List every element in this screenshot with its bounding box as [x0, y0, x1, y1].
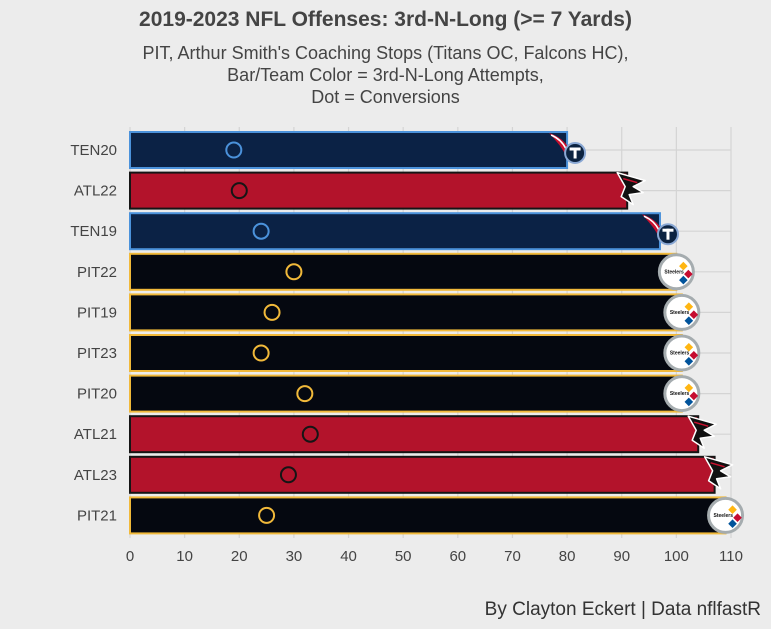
bars — [129, 131, 727, 535]
subtitle-line: PIT, Arthur Smith's Coaching Stops (Tita… — [142, 43, 629, 63]
steelers-logo: Steelers — [657, 253, 695, 291]
chart-title: 2019-2023 NFL Offenses: 3rd-N-Long (>= 7… — [139, 8, 632, 31]
y-tick-label: ATL23 — [74, 467, 117, 484]
x-tick-label: 40 — [340, 548, 357, 565]
svg-text:Steelers: Steelers — [670, 351, 690, 357]
conversion-dot — [296, 385, 314, 403]
subtitle-line: Dot = Conversions — [311, 87, 460, 107]
falcons-logo — [703, 456, 734, 490]
falcons-logo — [687, 415, 717, 449]
y-tick-label: PIT20 — [77, 386, 117, 403]
y-tick-label: PIT22 — [77, 264, 117, 281]
chart-caption: By Clayton Eckert | Data nflfastR — [484, 599, 761, 620]
bar — [129, 374, 683, 413]
conversion-dot — [285, 263, 303, 281]
bar — [129, 415, 700, 454]
y-tick-label: PIT21 — [77, 507, 117, 524]
bar — [129, 171, 629, 210]
steelers-logo: Steelers — [663, 375, 701, 413]
y-tick-label: TEN19 — [70, 223, 117, 240]
titans-logo — [641, 214, 679, 246]
conversion-dot — [225, 141, 243, 159]
svg-text:Steelers: Steelers — [670, 310, 690, 316]
steelers-logo: Steelers — [707, 496, 745, 534]
x-tick-label: 10 — [176, 548, 193, 565]
x-tick-label: 70 — [504, 548, 521, 565]
bar — [129, 212, 661, 251]
bar — [129, 334, 683, 372]
bar — [129, 293, 683, 332]
conversion-dot — [263, 303, 281, 321]
conversion-dot — [301, 425, 319, 443]
y-tick-label: TEN20 — [70, 142, 117, 159]
steelers-logo: Steelers — [663, 334, 701, 372]
x-tick-label: 50 — [395, 548, 412, 565]
x-tick-label: 80 — [559, 548, 576, 565]
conversion-dot — [252, 222, 270, 240]
y-tick-label: PIT19 — [77, 304, 117, 321]
x-tick-label: 100 — [664, 548, 689, 565]
svg-text:Steelers: Steelers — [664, 269, 684, 275]
conversion-dot — [252, 344, 270, 362]
y-tick-label: ATL22 — [74, 183, 117, 200]
axis-labels: 0 10 20 30 40 50 60 70 80 90 100 110 TEN20 ATL22 TEN19… — [70, 142, 743, 565]
subtitle-line: Bar/Team Color = 3rd-N-Long Attempts, — [227, 65, 544, 85]
bar — [129, 496, 727, 535]
y-tick-label: ATL21 — [74, 426, 117, 443]
bar — [129, 252, 678, 291]
x-tick-label: 30 — [286, 548, 303, 565]
svg-text:Steelers: Steelers — [714, 513, 734, 519]
y-tick-label: PIT23 — [77, 345, 117, 362]
steelers-logo: Steelers — [663, 293, 701, 331]
conversion-dots — [225, 141, 319, 524]
titans-logo — [549, 133, 587, 164]
x-tick-label: 0 — [126, 548, 134, 565]
x-tick-label: 90 — [613, 548, 630, 565]
x-tick-label: 110 — [719, 548, 743, 565]
x-tick-label: 20 — [231, 548, 248, 565]
team-logos: Steelers Steelers Steelers Steelers Steelers — [549, 133, 745, 534]
svg-text:Steelers: Steelers — [670, 391, 690, 397]
bar — [129, 131, 569, 169]
falcons-logo — [616, 171, 646, 206]
conversion-dot — [230, 182, 248, 200]
x-tick-label: 60 — [449, 548, 466, 565]
chart-subtitle: PIT, Arthur Smith's Coaching Stops (Tita… — [0, 42, 771, 108]
conversion-dot — [279, 466, 297, 484]
bar — [129, 455, 716, 494]
conversion-dot — [258, 506, 276, 524]
